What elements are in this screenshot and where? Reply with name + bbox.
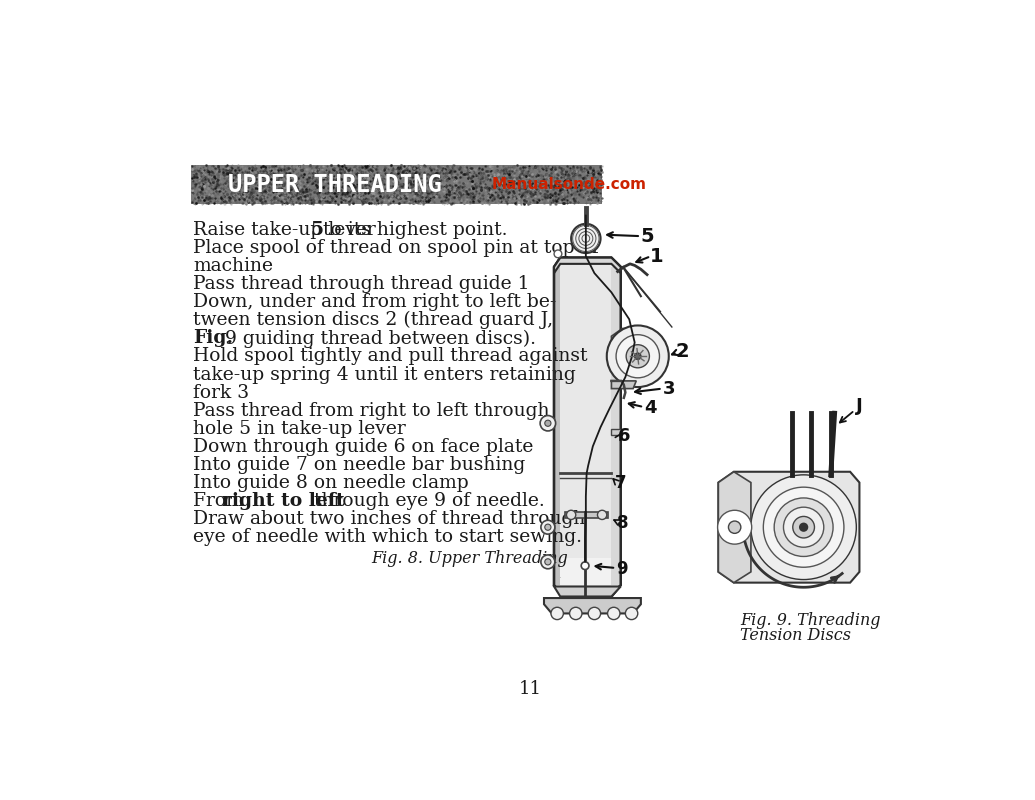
Text: Into guide 7 on needle bar bushing: Into guide 7 on needle bar bushing bbox=[193, 456, 525, 474]
Circle shape bbox=[544, 420, 551, 426]
Text: Place spool of thread on spool pin at top of: Place spool of thread on spool pin at to… bbox=[193, 239, 598, 257]
Circle shape bbox=[764, 487, 844, 567]
Polygon shape bbox=[612, 329, 641, 379]
Polygon shape bbox=[612, 381, 637, 389]
FancyBboxPatch shape bbox=[191, 166, 602, 204]
Polygon shape bbox=[718, 472, 859, 582]
Circle shape bbox=[554, 250, 562, 258]
Polygon shape bbox=[554, 586, 621, 597]
Circle shape bbox=[633, 353, 642, 360]
Text: 11: 11 bbox=[519, 680, 541, 698]
Circle shape bbox=[544, 558, 551, 565]
Text: 4: 4 bbox=[644, 399, 656, 417]
Text: Pass thread through thread guide 1: Pass thread through thread guide 1 bbox=[193, 275, 530, 293]
Circle shape bbox=[541, 520, 555, 534]
Text: Down through guide 6 on face plate: Down through guide 6 on face plate bbox=[193, 438, 533, 456]
Polygon shape bbox=[612, 267, 621, 585]
Text: Raise take-up lever: Raise take-up lever bbox=[193, 221, 382, 238]
Polygon shape bbox=[554, 258, 621, 597]
Text: hole 5 in take-up lever: hole 5 in take-up lever bbox=[193, 420, 406, 438]
Text: UPPER THREADING: UPPER THREADING bbox=[229, 173, 442, 197]
Text: eye of needle with which to start sewing.: eye of needle with which to start sewing… bbox=[193, 528, 582, 546]
Circle shape bbox=[625, 607, 638, 619]
Polygon shape bbox=[565, 512, 609, 518]
Circle shape bbox=[551, 607, 563, 619]
Circle shape bbox=[566, 510, 575, 519]
Text: through eye 9 of needle.: through eye 9 of needle. bbox=[307, 492, 544, 510]
Circle shape bbox=[597, 510, 607, 519]
Circle shape bbox=[626, 345, 649, 368]
Text: Pass thread from right to left through: Pass thread from right to left through bbox=[193, 402, 550, 420]
Circle shape bbox=[540, 415, 556, 431]
Circle shape bbox=[717, 510, 751, 544]
Text: Manualsonde.com: Manualsonde.com bbox=[492, 177, 646, 192]
Polygon shape bbox=[554, 258, 621, 273]
Circle shape bbox=[569, 607, 582, 619]
Text: take-up spring 4 until it enters retaining: take-up spring 4 until it enters retaini… bbox=[193, 366, 575, 383]
Circle shape bbox=[607, 326, 669, 387]
Text: Tension Discs: Tension Discs bbox=[740, 627, 851, 644]
Polygon shape bbox=[544, 598, 641, 614]
Circle shape bbox=[541, 555, 555, 569]
Text: machine: machine bbox=[193, 257, 273, 275]
Circle shape bbox=[774, 498, 833, 557]
Text: 7: 7 bbox=[615, 474, 626, 491]
Polygon shape bbox=[554, 267, 560, 585]
Circle shape bbox=[729, 521, 741, 534]
Polygon shape bbox=[612, 429, 621, 435]
Polygon shape bbox=[718, 472, 751, 582]
Circle shape bbox=[616, 334, 659, 378]
Circle shape bbox=[582, 562, 589, 570]
Circle shape bbox=[793, 517, 815, 538]
Text: Fig. 9. Threading: Fig. 9. Threading bbox=[740, 612, 881, 629]
Circle shape bbox=[751, 475, 856, 579]
Text: Fig.: Fig. bbox=[193, 330, 233, 347]
Circle shape bbox=[571, 224, 600, 253]
Circle shape bbox=[783, 507, 824, 547]
Polygon shape bbox=[560, 258, 612, 558]
Text: 9: 9 bbox=[617, 560, 628, 578]
Text: 5: 5 bbox=[310, 221, 323, 238]
Text: 6: 6 bbox=[618, 427, 630, 446]
Text: Hold spool tightly and pull thread against: Hold spool tightly and pull thread again… bbox=[193, 347, 588, 366]
Text: fork 3: fork 3 bbox=[193, 383, 249, 402]
Text: J: J bbox=[856, 397, 863, 414]
Text: 3: 3 bbox=[662, 379, 675, 398]
Text: Into guide 8 on needle clamp: Into guide 8 on needle clamp bbox=[193, 474, 469, 492]
Text: From: From bbox=[193, 492, 249, 510]
Text: Fig. 8. Upper Threading: Fig. 8. Upper Threading bbox=[372, 550, 568, 566]
Text: 5: 5 bbox=[641, 226, 654, 246]
Text: tween tension discs 2 (thread guard J,: tween tension discs 2 (thread guard J, bbox=[193, 311, 553, 330]
Circle shape bbox=[544, 524, 551, 530]
Text: 1: 1 bbox=[650, 246, 663, 266]
Circle shape bbox=[799, 522, 808, 532]
Text: Draw about two inches of thread through: Draw about two inches of thread through bbox=[193, 510, 586, 528]
Circle shape bbox=[608, 607, 620, 619]
Circle shape bbox=[588, 607, 600, 619]
Text: 8: 8 bbox=[617, 514, 628, 531]
Text: right to left: right to left bbox=[223, 492, 345, 510]
Text: 2: 2 bbox=[676, 342, 689, 361]
Text: Down, under and from right to left be-: Down, under and from right to left be- bbox=[193, 293, 556, 311]
Text: to its highest point.: to its highest point. bbox=[317, 221, 507, 238]
Text: 9 guiding thread between discs).: 9 guiding thread between discs). bbox=[219, 330, 536, 347]
